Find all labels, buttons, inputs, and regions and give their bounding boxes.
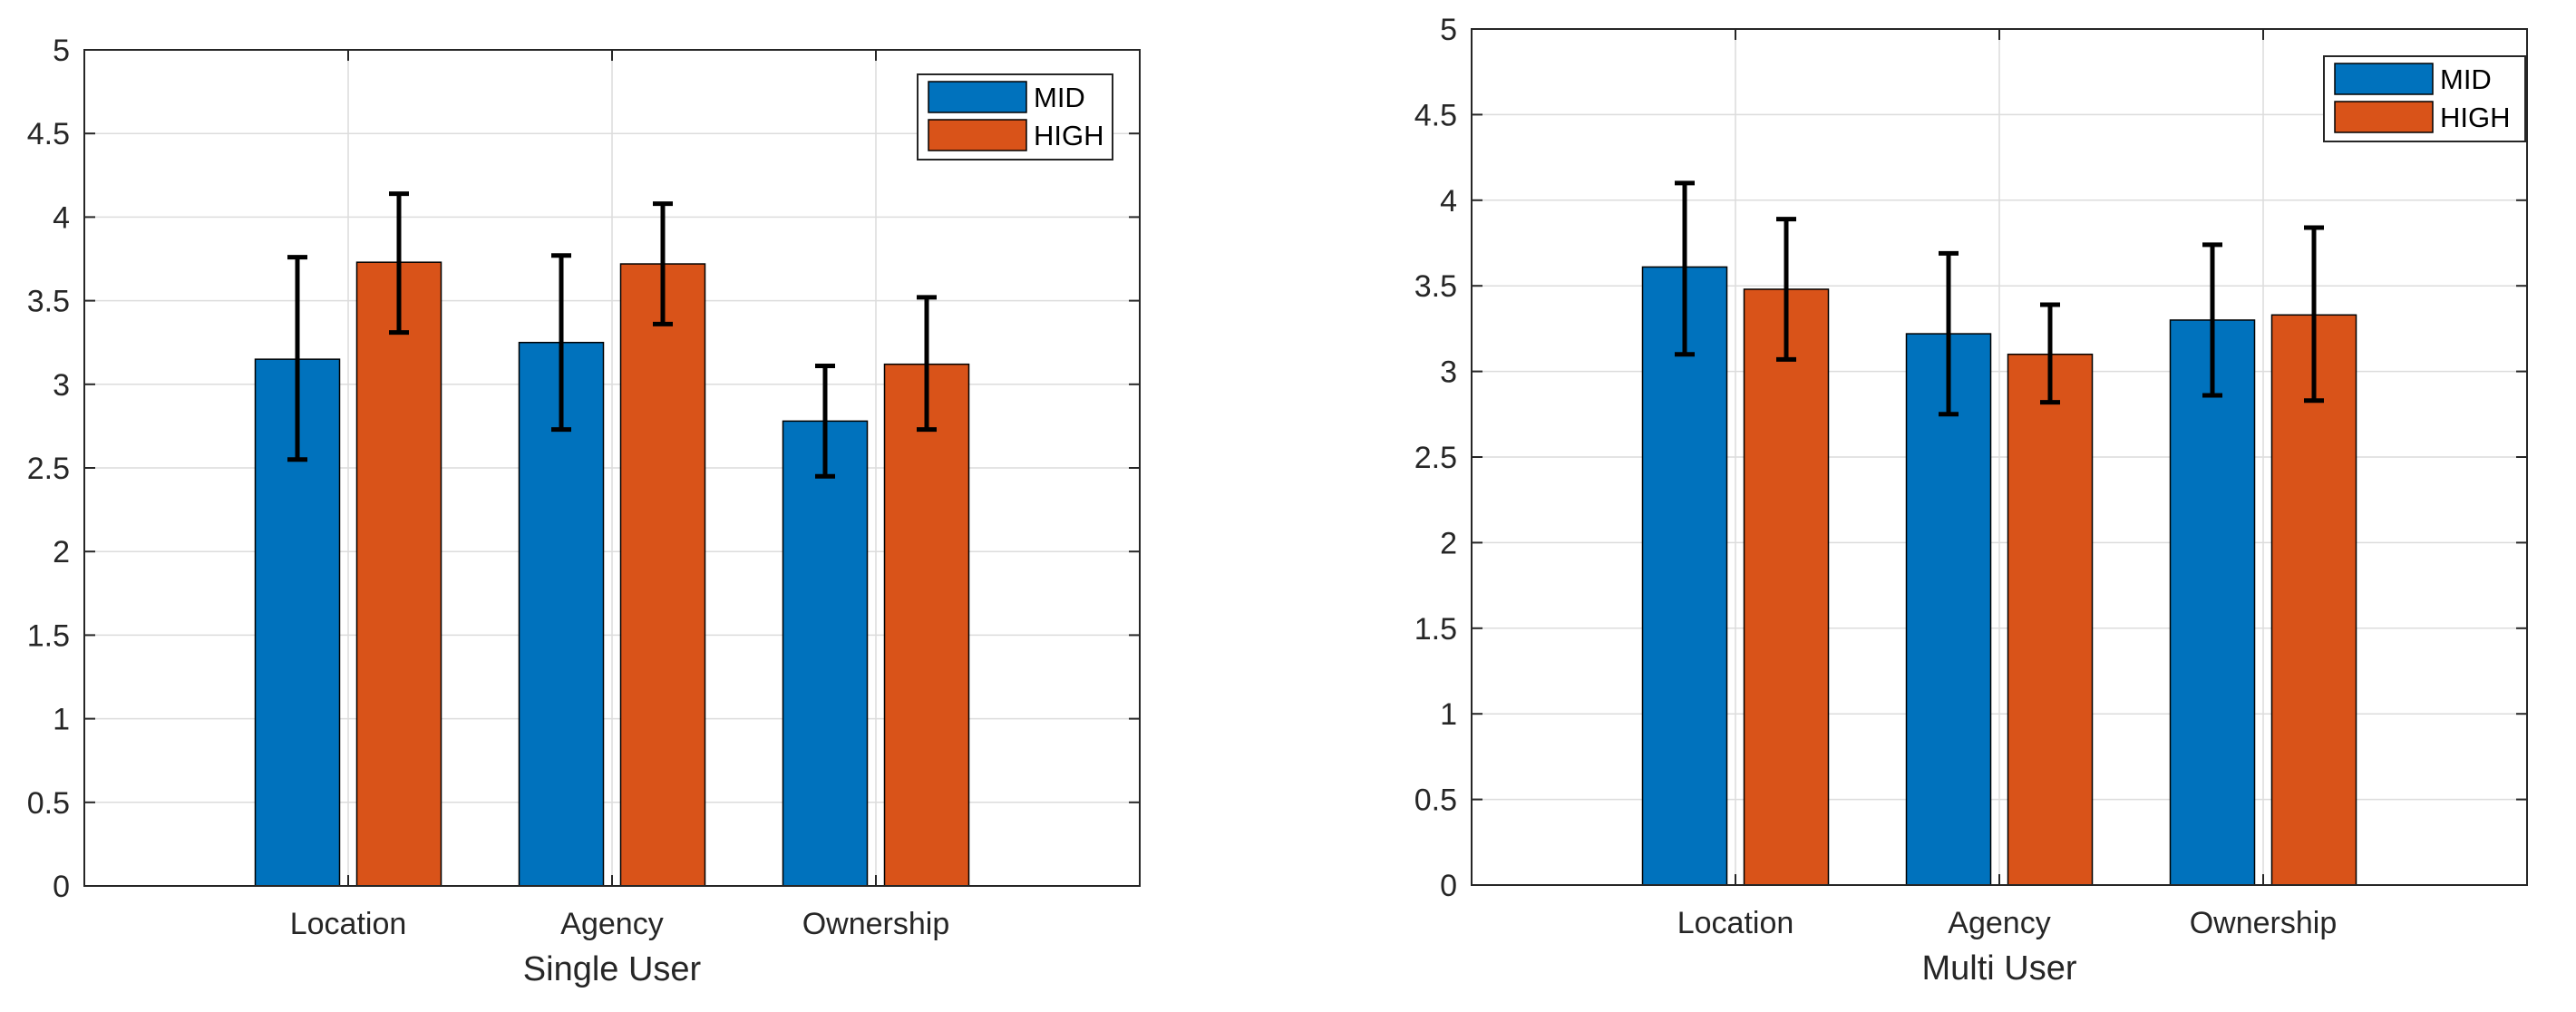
legend-swatch-mid (2334, 63, 2434, 95)
y-tick-label: 3 (1440, 355, 1457, 390)
bar-high-agency (2007, 353, 2094, 886)
bar-high-agency (619, 263, 706, 887)
x-axis-label: Multi User (1921, 949, 2076, 988)
bar-high-ownership (883, 363, 970, 887)
y-tick-label: 3.5 (27, 285, 70, 319)
bar-high-location (1743, 288, 1830, 886)
legend-swatch-high (2334, 101, 2434, 133)
y-tick-label: 3.5 (1414, 269, 1457, 304)
y-tick-label: 1.5 (27, 618, 70, 653)
y-tick-label: 4.5 (1414, 98, 1457, 132)
x-tick-label: Location (1677, 906, 1794, 940)
y-tick-label: 4 (53, 200, 70, 235)
legend-label-high: HIGH (2440, 102, 2511, 133)
bar-high-location (355, 261, 442, 887)
y-tick-label: 0 (53, 870, 70, 904)
bar-mid-ownership (2169, 319, 2256, 886)
bar-high-ownership (2270, 314, 2357, 886)
y-tick-label: 0.5 (1414, 783, 1457, 818)
y-tick-label: 2 (1440, 526, 1457, 560)
y-tick-label: 5 (1440, 13, 1457, 47)
bar-mid-agency (518, 341, 605, 887)
y-tick-label: 3 (53, 368, 70, 403)
y-tick-label: 1 (1440, 697, 1457, 732)
legend: MID HIGH (2323, 55, 2526, 142)
bar-mid-agency (1905, 333, 1992, 886)
x-tick-label: Agency (560, 907, 663, 941)
y-tick-label: 0 (1440, 869, 1457, 903)
y-tick-label: 4.5 (27, 117, 70, 151)
legend-label-high: HIGH (1034, 120, 1104, 151)
legend-label-mid: MID (1034, 82, 1085, 113)
x-axis-label: Single User (523, 950, 702, 988)
y-tick-label: 1 (53, 703, 70, 737)
legend-swatch-mid (928, 81, 1027, 113)
y-tick-label: 4 (1440, 184, 1457, 219)
chart-panel-1: 0 0.5 1 1.5 2 2.5 3 3.5 4 4.5 5 Location Agency Owner… (27, 34, 1141, 988)
x-tick-label: Agency (1948, 906, 2050, 940)
x-tick-label: Ownership (802, 907, 950, 941)
y-tick-label: 2.5 (27, 452, 70, 486)
bar-mid-location (1641, 266, 1728, 886)
y-tick-label: 5 (53, 34, 70, 68)
y-tick-label: 0.5 (27, 786, 70, 821)
y-tick-label: 2.5 (1414, 441, 1457, 475)
x-tick-label: Ownership (2190, 906, 2338, 940)
x-tick-label: Location (290, 907, 407, 941)
y-tick-label: 2 (53, 535, 70, 569)
legend-swatch-high (928, 119, 1027, 151)
legend: MID HIGH (917, 73, 1113, 161)
chart-panel-2: 0 0.5 1 1.5 2 2.5 3 3.5 4 4.5 5 Location Agency Owner… (1414, 13, 2528, 988)
bar-mid-ownership (782, 420, 869, 887)
y-tick-label: 1.5 (1414, 612, 1457, 647)
legend-label-mid: MID (2440, 63, 2492, 95)
